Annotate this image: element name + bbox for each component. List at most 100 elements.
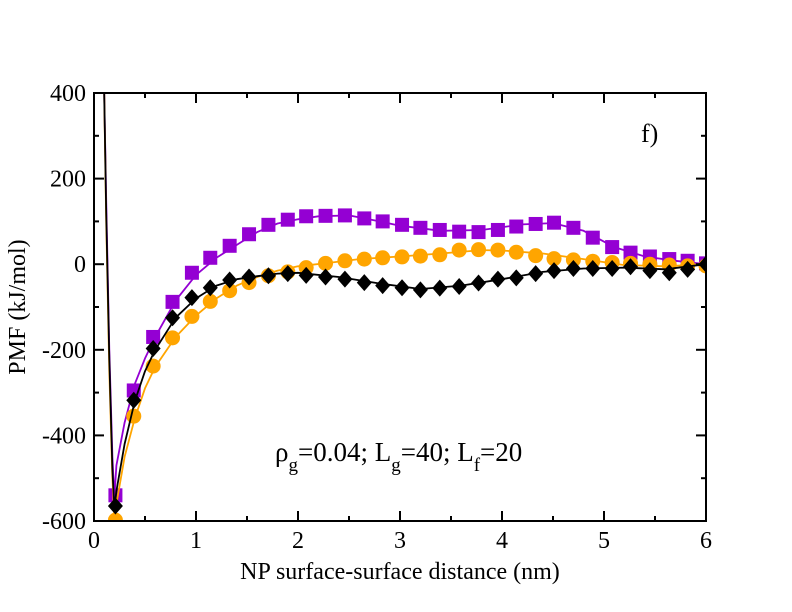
data-point-diamond: [298, 266, 314, 284]
data-point-square: [165, 294, 180, 309]
data-point-square: [375, 214, 390, 229]
x-tick-label: 4: [496, 528, 508, 554]
data-point-circle: [565, 252, 581, 268]
data-point-square: [299, 209, 314, 224]
data-point-circle: [184, 308, 200, 324]
data-point-circle: [432, 247, 448, 263]
data-point-circle: [508, 244, 524, 260]
lg-subscript: g: [391, 455, 401, 476]
data-point-square: [184, 265, 199, 280]
data-point-diamond: [318, 268, 334, 286]
x-tick-label: 6: [700, 528, 712, 554]
data-point-diamond: [680, 260, 696, 278]
data-point-circle: [394, 249, 410, 265]
data-point-circle: [222, 283, 238, 299]
data-point-square: [585, 230, 600, 245]
data-point-diamond: [451, 277, 467, 295]
rho-value: =0.04; L: [298, 437, 391, 467]
data-point-diamond: [471, 274, 487, 292]
data-point-diamond: [165, 309, 181, 327]
series-diamond: [103, 93, 706, 515]
x-tick-label: 1: [190, 528, 202, 554]
lg-value: =40; L: [401, 437, 474, 467]
y-tick-label: 0: [74, 252, 86, 278]
data-point-circle: [126, 408, 142, 424]
series-layer: [103, 93, 706, 521]
data-point-square: [432, 222, 447, 237]
lf-subscript: f: [474, 455, 481, 476]
data-point-square: [471, 225, 486, 240]
data-point-diamond: [604, 259, 620, 277]
data-point-square: [413, 220, 428, 235]
data-point-circle: [375, 250, 391, 266]
y-axis-label: PMF (kJ/mol): [5, 239, 31, 374]
data-point-square: [337, 208, 352, 223]
y-tick-label: 400: [50, 81, 86, 107]
data-point-square: [566, 220, 581, 235]
y-tick-label: -200: [42, 338, 86, 364]
data-point-square: [605, 240, 620, 255]
data-point-square: [547, 215, 562, 230]
data-point-circle: [356, 251, 372, 267]
data-point-square: [318, 208, 333, 223]
data-point-diamond: [490, 270, 506, 288]
data-point-square: [528, 216, 543, 231]
x-tick-label: 2: [292, 528, 304, 554]
rho-symbol: ρ: [275, 437, 288, 467]
data-point-circle: [528, 248, 544, 264]
data-point-diamond: [528, 265, 544, 283]
data-point-diamond: [241, 268, 257, 286]
data-point-square: [623, 245, 638, 260]
data-point-diamond: [337, 270, 353, 288]
y-tick-label: -400: [42, 423, 86, 449]
data-point-diamond: [546, 262, 562, 280]
data-point-diamond: [107, 497, 123, 515]
panel-label: f): [641, 119, 658, 148]
data-point-diamond: [412, 281, 428, 299]
data-point-diamond: [184, 289, 200, 307]
data-point-circle: [318, 255, 334, 271]
tick-layer: 0 1 2 3 4 5 6 -600 -400 -200 0 200 400: [42, 81, 712, 554]
series-square: [103, 93, 706, 503]
parameter-annotation: ρg=0.04; Lg=40; Lf=20: [275, 437, 522, 476]
data-point-circle: [490, 242, 506, 258]
data-point-diamond: [222, 271, 238, 289]
x-tick-label: 3: [394, 528, 406, 554]
data-point-circle: [451, 242, 467, 258]
y-tick-label: -600: [42, 509, 86, 535]
data-point-circle: [471, 242, 487, 258]
data-point-circle: [546, 251, 562, 267]
data-point-circle: [165, 330, 181, 346]
data-point-square: [203, 250, 218, 265]
data-point-square: [261, 217, 276, 232]
data-point-diamond: [375, 277, 391, 295]
rho-subscript: g: [288, 455, 298, 476]
data-point-diamond: [356, 274, 372, 292]
y-tick-label: 200: [50, 167, 86, 193]
data-point-square: [222, 238, 237, 253]
data-point-diamond: [508, 269, 524, 287]
data-point-circle: [337, 253, 353, 269]
data-point-diamond: [623, 258, 639, 276]
data-point-diamond: [585, 259, 601, 277]
data-point-diamond: [260, 267, 276, 285]
data-point-square: [509, 219, 524, 234]
data-point-square: [242, 227, 257, 242]
data-point-diamond: [145, 340, 161, 358]
lf-value: =20: [480, 437, 522, 467]
data-point-diamond: [394, 279, 410, 297]
data-point-square: [490, 222, 505, 237]
data-point-diamond: [565, 259, 581, 277]
x-tick-label: 5: [598, 528, 610, 554]
data-point-square: [452, 224, 467, 239]
data-point-circle: [202, 293, 218, 309]
data-point-diamond: [126, 391, 142, 409]
data-point-diamond: [280, 265, 296, 283]
data-point-diamond: [642, 262, 658, 280]
data-point-diamond: [202, 279, 218, 297]
data-point-circle: [412, 248, 428, 264]
data-point-square: [280, 212, 295, 227]
data-point-square: [395, 217, 410, 232]
x-tick-label: 0: [88, 528, 100, 554]
